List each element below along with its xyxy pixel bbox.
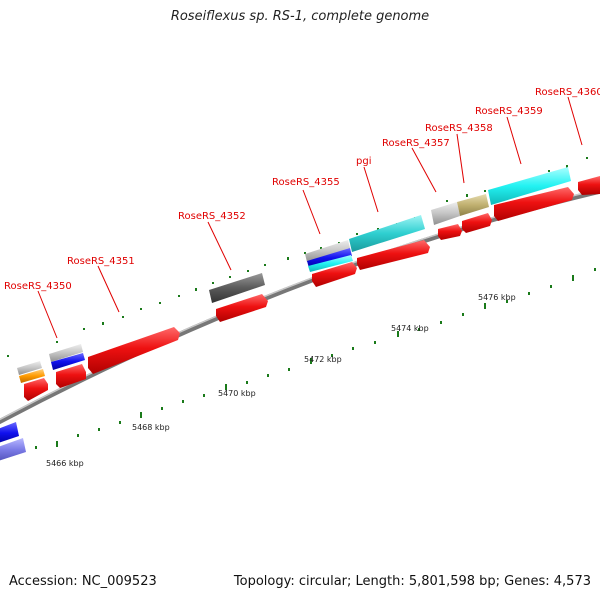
- gene-label[interactable]: RoseRS_4358: [425, 123, 493, 134]
- feature-bar[interactable]: [349, 215, 425, 252]
- feature-bar[interactable]: [457, 194, 489, 216]
- scale-labels: 5466 kbp 5468 kbp 5470 kbp 5472 kbp 5474…: [46, 293, 516, 468]
- scale-ticks: [14, 268, 596, 455]
- cds-arrow[interactable]: [312, 262, 357, 287]
- accession-text: Accession: NC_009523: [9, 574, 157, 589]
- scale-label: 5474 kbp: [391, 324, 429, 333]
- gene-labels: RoseRS_4350 RoseRS_4351 RoseRS_4352 Rose…: [4, 87, 600, 292]
- topology-text: Topology: circular; Length: 5,801,598 bp…: [233, 574, 591, 589]
- scale-label: 5468 kbp: [132, 423, 170, 432]
- feature-bar[interactable]: [209, 273, 265, 303]
- gene-label[interactable]: RoseRS_4350: [4, 281, 72, 292]
- genome-backbone: [0, 188, 600, 425]
- feature-bar[interactable]: [308, 255, 353, 272]
- gene-label[interactable]: RoseRS_4352: [178, 211, 246, 222]
- scale-label: 5466 kbp: [46, 459, 84, 468]
- cds-arrow[interactable]: [357, 240, 430, 270]
- gene-label[interactable]: RoseRS_4359: [475, 106, 543, 117]
- feature-bar[interactable]: [19, 369, 45, 383]
- cds-arrows[interactable]: [24, 176, 600, 401]
- label-leaders: [37, 96, 583, 339]
- scale-label: 5472 kbp: [304, 355, 342, 364]
- cds-arrow[interactable]: [494, 187, 574, 221]
- feature-bar[interactable]: [49, 344, 83, 362]
- scale-label: 5470 kbp: [218, 389, 256, 398]
- cds-arrow[interactable]: [56, 364, 86, 388]
- gene-label[interactable]: RoseRS_4360: [535, 87, 600, 98]
- feature-bar[interactable]: [307, 248, 352, 268]
- feature-bar[interactable]: [305, 240, 350, 262]
- map-title: Roseiflexus sp. RS-1, complete genome: [170, 9, 430, 24]
- gene-label[interactable]: RoseRS_4351: [67, 256, 135, 267]
- cds-arrow[interactable]: [578, 176, 600, 195]
- gene-label[interactable]: RoseRS_4355: [272, 177, 340, 188]
- feature-bars[interactable]: [0, 167, 571, 462]
- genome-backbone-highlight: [0, 188, 600, 421]
- cds-arrow[interactable]: [24, 378, 48, 401]
- feature-bar[interactable]: [17, 361, 42, 375]
- feature-bar[interactable]: [51, 353, 85, 370]
- cds-arrow[interactable]: [462, 213, 492, 233]
- feature-bar[interactable]: [431, 202, 460, 225]
- feature-bar[interactable]: [0, 438, 26, 462]
- feature-bar[interactable]: [488, 167, 571, 205]
- cds-arrow[interactable]: [216, 294, 268, 322]
- gene-label[interactable]: RoseRS_4357: [382, 138, 450, 149]
- gene-label[interactable]: pgi: [356, 156, 371, 167]
- cds-arrow[interactable]: [438, 224, 462, 240]
- feature-bar[interactable]: [0, 422, 19, 444]
- scale-label: 5476 kbp: [478, 293, 516, 302]
- cds-arrow[interactable]: [88, 327, 180, 374]
